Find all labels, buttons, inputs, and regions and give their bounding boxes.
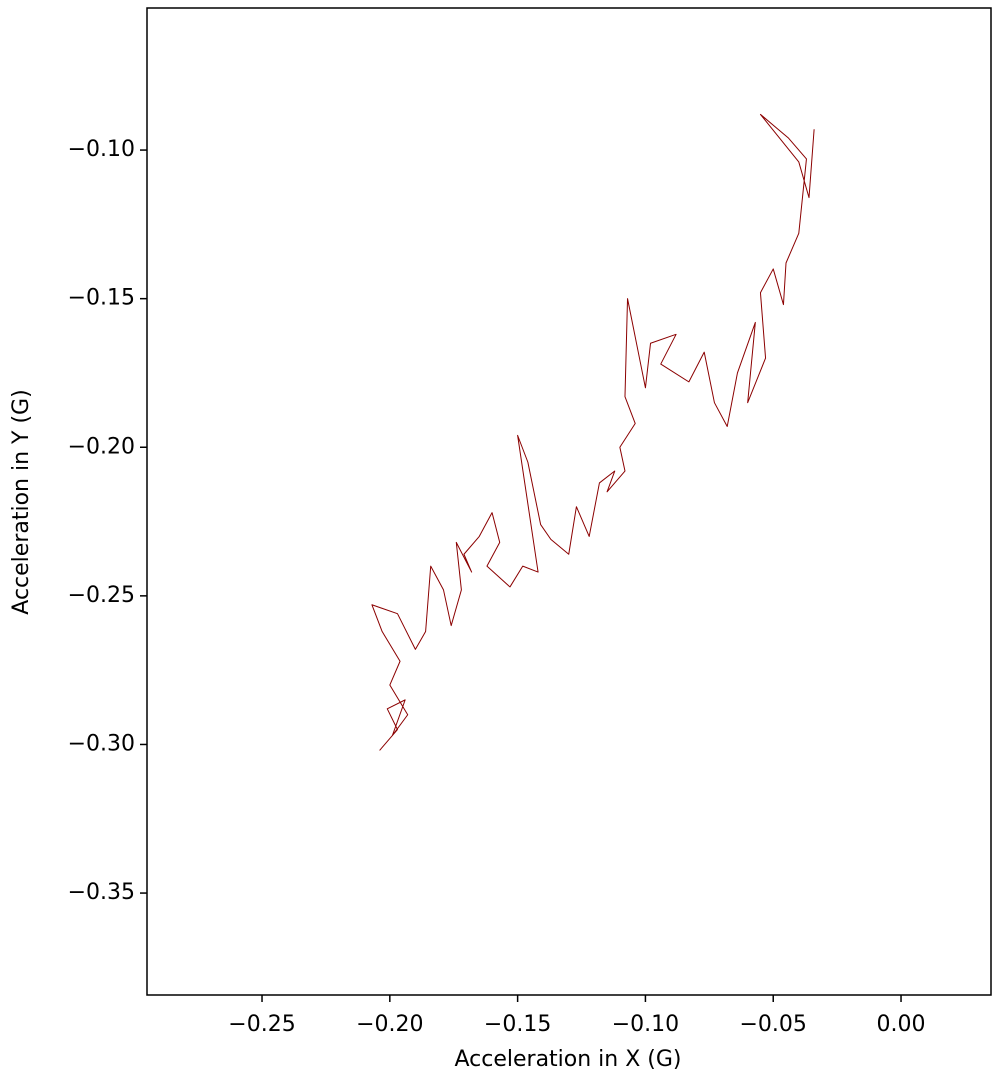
y-tick-label: −0.35: [68, 880, 135, 905]
y-axis-label: Acceleration in Y (G): [9, 389, 34, 614]
y-tick-label: −0.10: [68, 137, 135, 162]
y-tick-label: −0.15: [68, 286, 135, 311]
y-tick-label: −0.25: [68, 583, 135, 608]
trajectory-line: [371, 113, 815, 751]
x-tick-label: −0.10: [612, 1012, 679, 1037]
y-tick-label: −0.20: [68, 434, 135, 459]
y-tick-label: −0.30: [68, 731, 135, 756]
plot-frame: [146, 7, 992, 996]
x-tick-label: −0.25: [228, 1012, 295, 1037]
x-tick-label: 0.00: [877, 1012, 926, 1037]
x-axis-label: Acceleration in X (G): [454, 1047, 681, 1072]
x-tick-label: −0.15: [484, 1012, 551, 1037]
x-tick-label: −0.05: [740, 1012, 807, 1037]
x-tick-label: −0.20: [356, 1012, 423, 1037]
